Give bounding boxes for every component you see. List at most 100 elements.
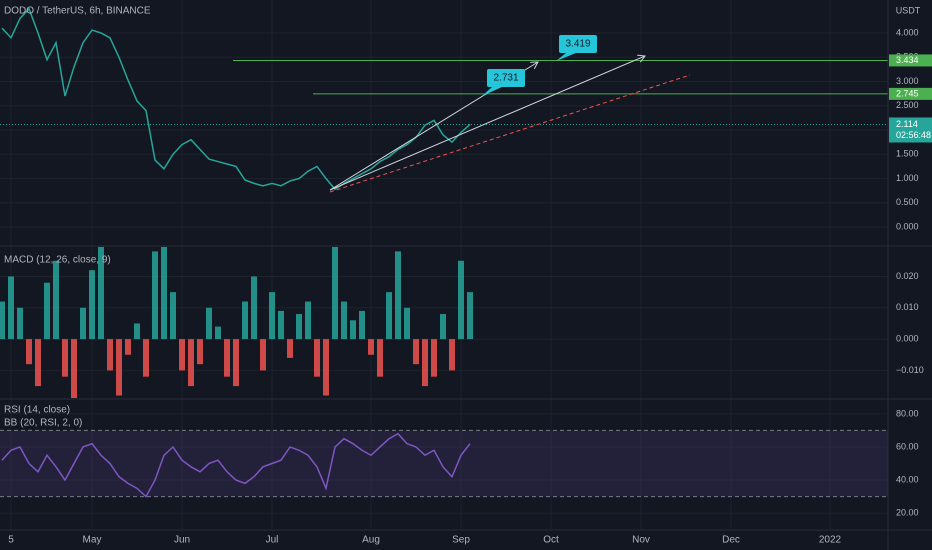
- histogram-bar: [449, 339, 455, 371]
- symbol-legend: DODO / TetherUS, 6h, BINANCE: [4, 6, 151, 17]
- histogram-bar: [440, 314, 446, 340]
- x-tick-label: Dec: [722, 535, 740, 546]
- y-tick-label: 60.00: [896, 441, 919, 451]
- histogram-bar: [62, 339, 68, 377]
- histogram-bar: [458, 260, 464, 340]
- y-tick-label: 0.000: [896, 221, 919, 231]
- histogram-bar: [107, 339, 113, 371]
- histogram-bar: [98, 247, 104, 340]
- histogram-bar: [71, 339, 77, 398]
- x-tick-label: 5: [8, 535, 14, 546]
- level-badge: [889, 54, 932, 67]
- histogram-bar: [188, 339, 194, 387]
- histogram-bar: [341, 301, 347, 340]
- histogram-bar: [125, 339, 131, 355]
- y-tick-label: 1.000: [896, 173, 919, 183]
- rsi-band: [0, 430, 888, 497]
- level-badge: [889, 87, 932, 100]
- y-tick-label: 20.00: [896, 508, 919, 518]
- rsi-legend: RSI (14, close): [4, 405, 70, 416]
- macd-legend: MACD (12, 26, close, 9): [4, 255, 111, 266]
- histogram-bar: [260, 339, 266, 371]
- histogram-bar: [386, 292, 392, 340]
- histogram-bar: [44, 282, 50, 340]
- y-tick-label: 4.000: [896, 27, 919, 37]
- marks: [0, 7, 888, 498]
- histogram-bar: [404, 307, 410, 340]
- histogram-bar: [0, 301, 5, 340]
- grid: [0, 0, 888, 530]
- x-tick-label: Sep: [452, 535, 470, 546]
- x-tick-label: Jun: [174, 535, 190, 546]
- histogram-bar: [368, 339, 374, 355]
- histogram-bar: [143, 339, 149, 377]
- y-tick-label: 0.500: [896, 197, 919, 207]
- drawings: 2.731 3.419: [329, 35, 691, 193]
- histogram-bar: [431, 339, 437, 377]
- y-tick-label: 0.000: [896, 333, 919, 343]
- y-tick-label: 1.500: [896, 149, 919, 159]
- histogram-bar: [134, 323, 140, 340]
- callout-box: [487, 69, 525, 87]
- callout-tail: [482, 87, 502, 96]
- histogram-bar: [269, 292, 275, 340]
- series-line: [1, 7, 471, 191]
- histogram-bar: [35, 339, 41, 387]
- histogram-bar: [215, 326, 221, 340]
- histogram-bar: [323, 339, 329, 396]
- histogram-bar: [395, 251, 401, 340]
- x-tick-label: Nov: [632, 535, 650, 546]
- histogram-bar: [296, 314, 302, 340]
- trend-arrow: [329, 56, 645, 191]
- histogram-bar: [17, 307, 23, 340]
- bb-legend: BB (20, RSI, 2, 0): [4, 418, 82, 429]
- y-tick-label: 0.020: [896, 271, 919, 281]
- histogram-bar: [152, 251, 158, 340]
- histogram-bar: [179, 339, 185, 371]
- y-tick-label: 2.500: [896, 100, 919, 110]
- histogram-bar: [350, 320, 356, 340]
- x-tick-label: 2022: [819, 535, 842, 546]
- last-price-badge: [889, 117, 932, 143]
- histogram-bar: [251, 276, 257, 340]
- histogram-bar: [233, 339, 239, 387]
- level-label: 2.745: [896, 88, 919, 98]
- pane: [0, 7, 888, 191]
- y-tick-label: −0.010: [896, 365, 924, 375]
- x-tick-label: Oct: [543, 535, 559, 546]
- y-tick-label: 0.010: [896, 302, 919, 312]
- trend-line: [329, 74, 691, 193]
- histogram-bar: [287, 339, 293, 358]
- pane: [0, 247, 473, 398]
- x-tick-label: Jul: [266, 535, 279, 546]
- y-tick-label: 3.000: [896, 76, 919, 86]
- pane: [0, 429, 888, 498]
- histogram-bar: [413, 339, 419, 365]
- histogram-bar: [26, 339, 32, 365]
- histogram-bar: [197, 339, 203, 365]
- histogram-bar: [206, 307, 212, 340]
- histogram-bar: [242, 301, 248, 340]
- x-tick-label: Aug: [362, 535, 380, 546]
- histogram-bar: [422, 339, 428, 387]
- histogram-bar: [278, 310, 284, 340]
- callout-text: 2.731: [493, 73, 518, 84]
- last-price-label: 2.114: [896, 119, 918, 129]
- histogram-bar: [359, 310, 365, 340]
- histogram-bar: [80, 307, 86, 340]
- level-label: 3.434: [896, 55, 919, 65]
- histogram-bar: [8, 276, 14, 340]
- histogram-bar: [89, 270, 95, 340]
- callout-tail: [556, 53, 576, 61]
- histogram-bar: [53, 260, 59, 340]
- histogram-bar: [305, 301, 311, 340]
- callout-box: [559, 35, 597, 53]
- histogram-bar: [161, 247, 167, 340]
- histogram-bar: [116, 339, 122, 396]
- countdown: 02:56:48: [896, 130, 931, 140]
- callout-text: 3.419: [565, 39, 590, 50]
- histogram-bar: [467, 292, 473, 340]
- x-tick-label: May: [83, 535, 102, 546]
- y-tick-label: 40.00: [896, 474, 919, 484]
